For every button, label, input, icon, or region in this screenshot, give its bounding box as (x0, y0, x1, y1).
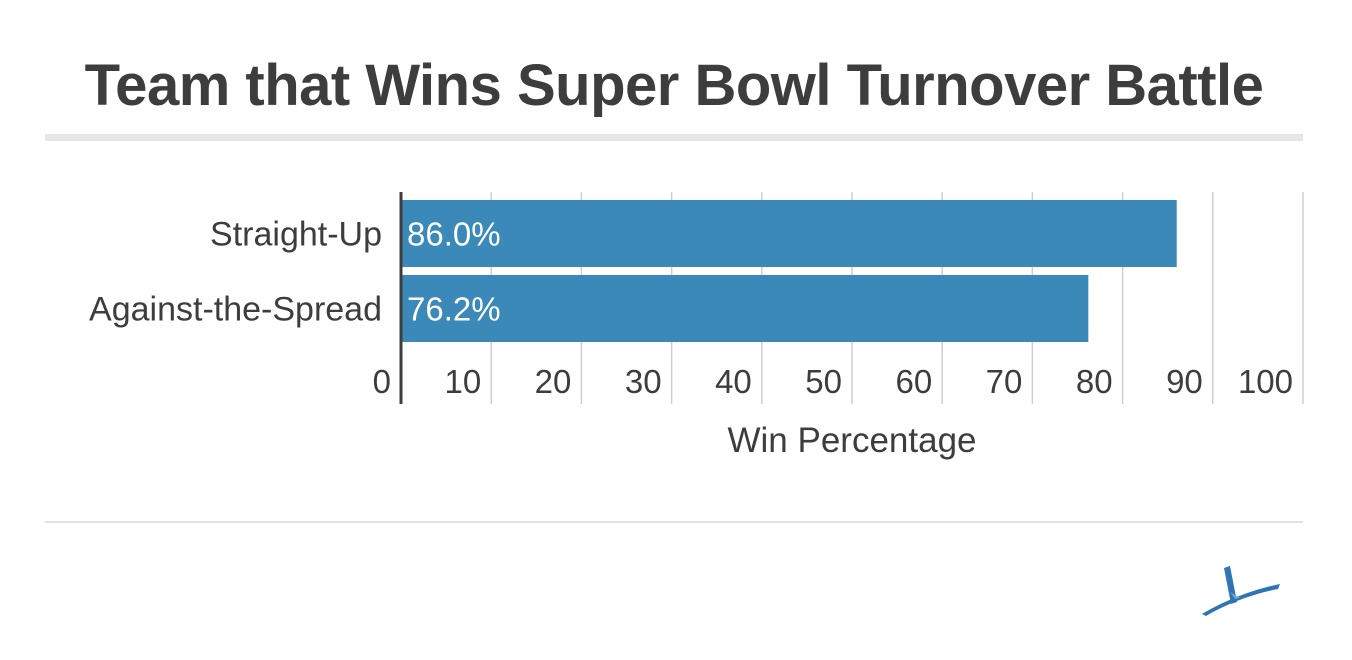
x-tick-label: 100 (1238, 363, 1293, 400)
x-tick-label: 60 (895, 363, 932, 400)
x-axis-title: Win Percentage (727, 421, 976, 460)
stylized-a-logo-icon (1202, 566, 1280, 616)
bar-value-label: 76.2% (407, 291, 501, 328)
category-label: Against-the-Spread (89, 291, 382, 329)
x-tick-label: 40 (715, 363, 752, 400)
bar-straight-up (401, 200, 1177, 267)
x-tick-label: 80 (1076, 363, 1113, 400)
bar-value-label: 86.0% (407, 216, 501, 253)
x-tick-label: 90 (1166, 363, 1203, 400)
x-tick-label: 70 (986, 363, 1023, 400)
chart-title: Team that Wins Super Bowl Turnover Battl… (84, 53, 1264, 118)
title-divider (45, 134, 1303, 141)
bar-chart: 86.0% 76.2% Straight-Up Against-the-Spread 0… (89, 192, 1304, 460)
category-label: Straight-Up (210, 216, 382, 254)
x-tick-label: 50 (805, 363, 842, 400)
x-tick-label: 10 (444, 363, 481, 400)
x-tick-label: 20 (535, 363, 572, 400)
bar-against-the-spread (401, 275, 1089, 342)
x-tick-label: 0 (373, 363, 391, 400)
footer-divider (45, 521, 1303, 523)
x-tick-label: 30 (625, 363, 662, 400)
